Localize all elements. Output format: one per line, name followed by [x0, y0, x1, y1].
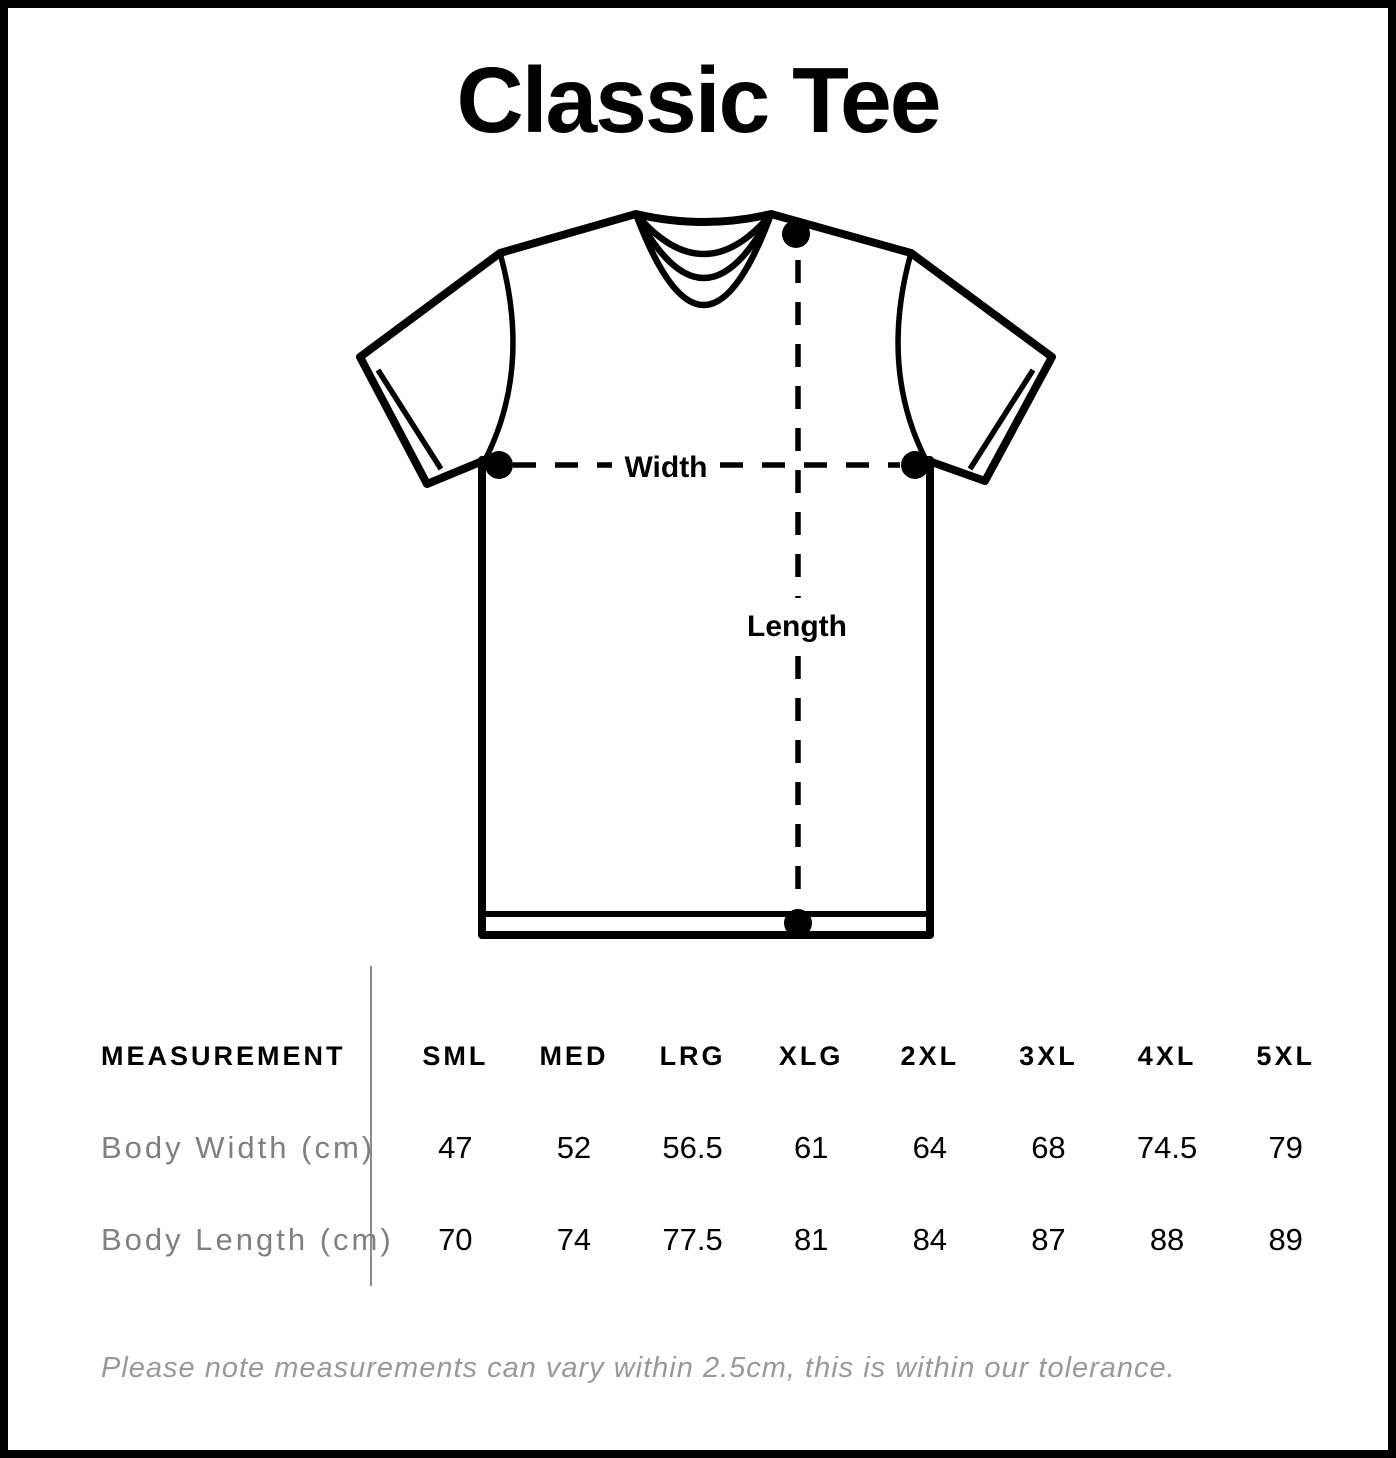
size-column-header-2xl: 2XL	[900, 1040, 960, 1071]
collar-inner-curve	[632, 210, 775, 258]
body-width-value-xlg: 61	[793, 1130, 829, 1165]
body-length-value-3xl: 87	[1031, 1222, 1066, 1257]
body-length-value-xlg: 81	[793, 1222, 829, 1257]
page-title: Classic Tee	[456, 48, 942, 152]
armhole-seam-right	[895, 252, 929, 462]
size-column-header-lrg: LRG	[659, 1040, 726, 1071]
body-length-value-med: 74	[556, 1222, 592, 1257]
length-dimension-label: Length	[747, 610, 847, 643]
size-column-header-3xl: 3XL	[1019, 1040, 1078, 1071]
body-width-value-4xl: 74.5	[1136, 1130, 1198, 1165]
tee-outline	[356, 210, 1056, 939]
body-length-value-lrg: 77.5	[662, 1222, 723, 1257]
size-column-header-4xl: 4XL	[1137, 1040, 1197, 1071]
body-length-value-4xl: 88	[1149, 1222, 1185, 1257]
body-width-value-med: 52	[556, 1130, 592, 1165]
collar-outer-curve	[632, 210, 775, 309]
measure-dot-armpit-left	[485, 451, 513, 479]
measure-dot-collar	[782, 220, 810, 248]
size-column-header-sml: SML	[422, 1040, 489, 1071]
body-width-value-5xl: 79	[1268, 1130, 1303, 1165]
body-width-value-3xl: 68	[1031, 1130, 1066, 1165]
body-length-value-sml: 70	[438, 1222, 473, 1257]
body-length-value-2xl: 84	[912, 1222, 948, 1257]
cuff-line-left	[375, 368, 444, 471]
width-dimension-label: Width	[624, 451, 707, 484]
body-width-value-2xl: 64	[912, 1130, 948, 1165]
size-column-header-5xl: 5XL	[1256, 1040, 1315, 1071]
body-length-value-5xl: 89	[1268, 1222, 1303, 1257]
collar-middle-curve	[632, 210, 775, 282]
body-width-value-lrg: 56.5	[662, 1130, 723, 1165]
size-column-header-med: MED	[539, 1040, 609, 1071]
tee-measurement-diagram: Width Length	[356, 210, 1056, 939]
row-label-body-length: Body Length (cm)	[101, 1222, 394, 1257]
size-column-header-xlg: XLG	[778, 1040, 844, 1071]
measure-dot-hem	[784, 909, 812, 937]
body-width-value-sml: 47	[438, 1130, 473, 1165]
cuff-line-right	[967, 368, 1036, 471]
measurement-column-header: MEASUREMENT	[101, 1040, 346, 1071]
row-label-body-width: Body Width (cm)	[101, 1130, 376, 1165]
armhole-seam-left	[482, 252, 516, 462]
tolerance-note: Please note measurements can vary within…	[101, 1352, 1176, 1384]
measure-dot-armpit-right	[901, 451, 929, 479]
table-divider	[370, 966, 372, 1286]
size-table: MEASUREMENT SML MED LRG XLG 2XL 3XL 4XL …	[101, 1010, 1345, 1286]
